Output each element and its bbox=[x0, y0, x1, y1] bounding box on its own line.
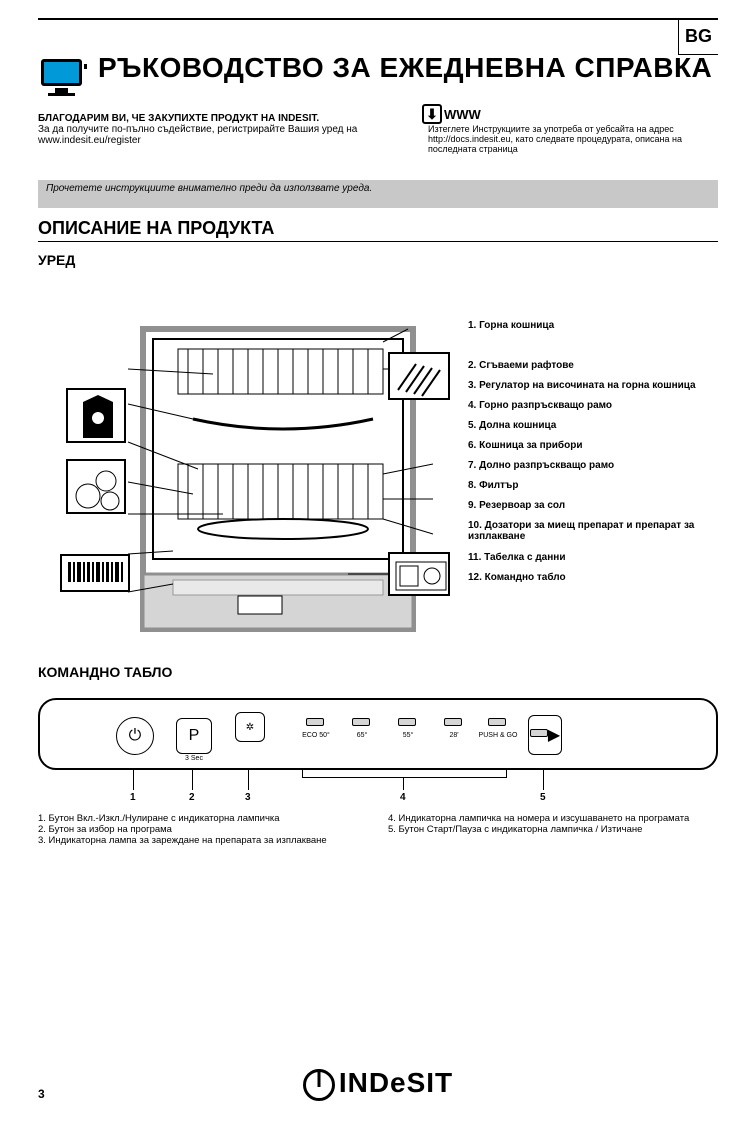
download-icon: ⬇ bbox=[422, 104, 442, 124]
callout-3: 3. Регулатор на височината на горна кошн… bbox=[468, 380, 696, 391]
light-55 bbox=[398, 718, 416, 726]
program-button[interactable]: P bbox=[176, 718, 212, 754]
safety-bar: Прочетете инструкциите внимателно преди … bbox=[38, 180, 718, 208]
tick-4 bbox=[403, 778, 404, 790]
pn-5: 5 bbox=[540, 792, 546, 803]
pn-2: 2 bbox=[189, 792, 195, 803]
tick-5 bbox=[543, 770, 544, 790]
title-row: РЪКОВОДСТВО ЗА ЕЖЕДНЕВНА СПРАВКА bbox=[38, 54, 718, 100]
callout-10: 10. Дозатори за миещ препарат и препарат… bbox=[468, 520, 708, 542]
panel-desc-4: 4. Индикаторна лампичка на номера и изсу… bbox=[388, 813, 718, 824]
pn-1: 1 bbox=[130, 792, 136, 803]
program-sub: 3 Sec bbox=[172, 755, 216, 762]
control-panel-wrap: ⏻ P 3 Sec ✲ ECO 50° 65° 55° 28' PUSH & G… bbox=[38, 698, 718, 878]
callout-9: 9. Резервоар за сол bbox=[468, 500, 565, 511]
eco-label: ECO 50° bbox=[294, 732, 338, 739]
p65-label: 65° bbox=[340, 732, 384, 739]
dispenser-inset bbox=[388, 552, 450, 596]
filter-salt-inset bbox=[66, 459, 126, 514]
control-panel: ⏻ P 3 Sec ✲ ECO 50° 65° 55° 28' PUSH & G… bbox=[38, 698, 718, 770]
power-icon: ⏻ bbox=[129, 727, 142, 745]
flaps-inset bbox=[388, 352, 450, 400]
safety-text: Прочетете инструкциите внимателно преди … bbox=[46, 183, 372, 194]
start-pause-button[interactable]: ▶ bbox=[528, 715, 562, 755]
brand-icon bbox=[303, 1069, 335, 1101]
callout-11: 11. Табелка с данни bbox=[468, 552, 565, 563]
light-28 bbox=[444, 718, 462, 726]
light-push bbox=[488, 718, 506, 726]
subline-row: БЛАГОДАРИМ ВИ, ЧЕ ЗАКУПИХТЕ ПРОДУКТ НА I… bbox=[38, 104, 718, 154]
callout-6: 6. Кошница за прибори bbox=[468, 440, 582, 451]
callout-7: 7. Долно разпръскващо рамо bbox=[468, 460, 614, 471]
callout-1: 1. Горна кошница bbox=[468, 320, 554, 331]
panel-desc-5: 5. Бутон Старт/Пауза с индикаторна лампи… bbox=[388, 824, 718, 835]
bracket-4 bbox=[302, 770, 507, 778]
callout-12: 12. Командно табло bbox=[468, 572, 566, 583]
control-panel-head: КОМАНДНО ТАБЛО bbox=[38, 664, 718, 680]
p55-label: 55° bbox=[386, 732, 430, 739]
play-icon: ▶ bbox=[548, 725, 560, 745]
callout-4: 4. Горно разпръскващо рамо bbox=[468, 400, 612, 411]
callout-2: 2. Сгъваеми рафтове bbox=[468, 360, 574, 371]
callout-5: 5. Долна кошница bbox=[468, 420, 556, 431]
pn-3: 3 bbox=[245, 792, 251, 803]
tick-2 bbox=[192, 770, 193, 790]
monitor-icon bbox=[38, 58, 88, 100]
tick-3 bbox=[248, 770, 249, 790]
rinse-aid-indicator: ✲ bbox=[235, 712, 265, 742]
pn-4: 4 bbox=[400, 792, 406, 803]
section-product-head: ОПИСАНИЕ НА ПРОДУКТА bbox=[38, 218, 718, 242]
appliance-diagram: 1. Горна кошница 2. Сгъваеми рафтове 3. … bbox=[38, 274, 718, 654]
panel-desc-1: 1. Бутон Вкл.-Изкл./Нулиране с индикатор… bbox=[38, 813, 368, 824]
page-container: BG РЪКОВОДСТВО ЗА ЕЖЕДНЕВНА СПРАВКА БЛАГ… bbox=[0, 18, 756, 878]
p28-label: 28' bbox=[432, 732, 476, 739]
light-65 bbox=[352, 718, 370, 726]
power-button[interactable]: ⏻ bbox=[116, 717, 154, 755]
panel-desc-2: 2. Бутон за избор на програма bbox=[38, 824, 368, 835]
panel-desc-3: 3. Индикаторна лампа за зареждане на пре… bbox=[38, 835, 368, 846]
manual-title: РЪКОВОДСТВО ЗА ЕЖЕДНЕВНА СПРАВКА bbox=[98, 54, 712, 82]
language-tab: BG bbox=[678, 19, 718, 55]
light-eco bbox=[306, 718, 324, 726]
www-label: WWW bbox=[444, 107, 481, 122]
tick-1 bbox=[133, 770, 134, 790]
start-light bbox=[530, 729, 548, 737]
top-rule: BG bbox=[38, 18, 718, 20]
rinse-icon: ✲ bbox=[246, 722, 254, 733]
callout-8: 8. Филтър bbox=[468, 480, 518, 491]
thanks-line: БЛАГОДАРИМ ВИ, ЧЕ ЗАКУПИХТЕ ПРОДУКТ НА I… bbox=[38, 113, 319, 124]
www-badge: ⬇ WWW bbox=[422, 104, 718, 124]
brand-text: INDeSIT bbox=[339, 1067, 453, 1098]
barcode-inset bbox=[60, 554, 130, 592]
download-hint: Изтеглете Инструкциите за употреба от уе… bbox=[428, 124, 718, 154]
push-label: PUSH & GO bbox=[476, 732, 520, 739]
brand-logo: INDeSIT bbox=[0, 1067, 756, 1101]
program-letter: P bbox=[189, 727, 200, 745]
dishwasher-svg bbox=[38, 274, 718, 654]
appliance-head: УРЕД bbox=[38, 252, 718, 268]
support-line: За да получите по-пълно съдействие, реги… bbox=[38, 124, 357, 146]
height-adj-inset bbox=[66, 388, 126, 443]
